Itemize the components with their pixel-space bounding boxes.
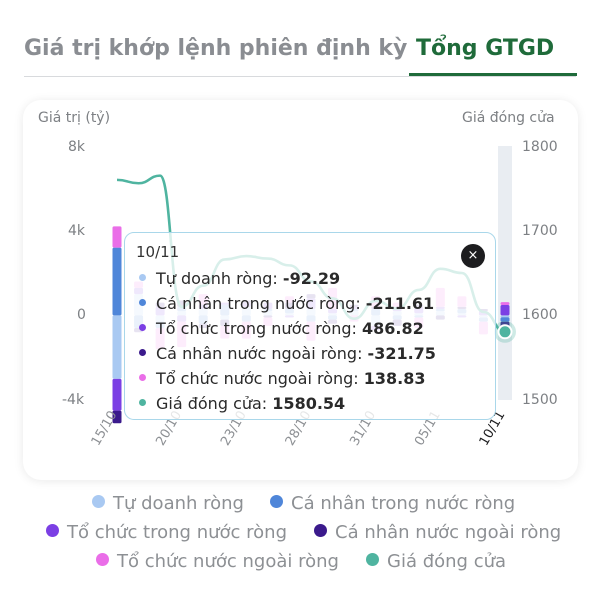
- tooltip-value: 1580.54: [272, 394, 346, 413]
- legend-dot-icon: [139, 274, 146, 281]
- legend-label: Tổ chức trong nước ròng: [67, 522, 287, 543]
- active-tab-indicator: [409, 73, 577, 76]
- legend-dot-icon: [139, 299, 146, 306]
- tooltip-value: -92.29: [282, 269, 341, 288]
- tooltip-label: Tổ chức trong nước ròng:: [156, 319, 357, 338]
- tooltip-date: 10/11: [136, 243, 180, 261]
- bar-segment: [112, 378, 122, 411]
- legend-label: Tự doanh ròng: [113, 493, 244, 514]
- tooltip-label: Cá nhân trong nước ròng:: [156, 294, 361, 313]
- legend-item[interactable]: Tự doanh ròng: [92, 493, 244, 514]
- tooltip-row: Tổ chức trong nước ròng: 486.82: [139, 319, 424, 338]
- legend-label: Giá đóng cửa: [387, 551, 507, 572]
- left-axis-title: Giá trị (tỷ): [38, 110, 111, 126]
- selected-point-marker: [497, 324, 513, 340]
- right-tick-label: 1800: [522, 139, 558, 155]
- legend-dot-icon: [139, 349, 146, 356]
- legend-dot-icon: [92, 495, 105, 508]
- legend-item[interactable]: Cá nhân trong nước ròng: [270, 493, 515, 514]
- legend-dot-icon: [270, 495, 283, 508]
- tooltip-row: Tự doanh ròng: -92.29: [139, 269, 340, 288]
- legend-label: Cá nhân trong nước ròng: [291, 493, 516, 514]
- bar-segment: [112, 226, 122, 248]
- tooltip-row: Cá nhân nước ngoài ròng: -321.75: [139, 344, 436, 363]
- bar-segment: [500, 302, 510, 306]
- legend-dot-icon: [139, 324, 146, 331]
- legend-dot-icon: [96, 553, 109, 566]
- tab-bar: Giá trị khớp lệnh phiên định kỳ Tổng GTG…: [24, 28, 577, 78]
- right-tick-label: 1700: [522, 223, 558, 239]
- left-tick-label: -4k: [62, 392, 85, 408]
- right-tick-label: 1600: [522, 307, 558, 323]
- tooltip-value: 138.83: [363, 369, 426, 388]
- bar-segment: [112, 315, 122, 379]
- tooltip-label: Giá đóng cửa:: [156, 394, 268, 413]
- tab-total-trading-value[interactable]: Tổng GTGD: [416, 36, 555, 61]
- right-tick-label: 1500: [522, 392, 558, 408]
- bar-segment: [112, 247, 122, 316]
- legend-label: Tổ chức nước ngoài ròng: [117, 551, 339, 572]
- tooltip-label: Tự doanh ròng:: [156, 269, 278, 288]
- legend-label: Cá nhân nước ngoài ròng: [335, 522, 562, 543]
- legend-item[interactable]: Cá nhân nước ngoài ròng: [314, 522, 561, 543]
- left-tick-label: 8k: [68, 139, 86, 155]
- right-axis-title: Giá đóng cửa: [462, 110, 555, 126]
- bar-segment: [500, 317, 510, 322]
- tooltip-close-button[interactable]: ×: [461, 244, 485, 268]
- tooltip-value: -211.61: [365, 294, 435, 313]
- tooltip-label: Tổ chức nước ngoài ròng:: [156, 369, 359, 388]
- tooltip-value: 486.82: [362, 319, 424, 338]
- tooltip-row: Tổ chức nước ngoài ròng: 138.83: [139, 369, 426, 388]
- legend-dot-icon: [366, 553, 379, 566]
- legend-dot-icon: [139, 374, 146, 381]
- tooltip-value: -321.75: [367, 344, 436, 363]
- tooltip-row: Giá đóng cửa: 1580.54: [139, 394, 345, 413]
- x-tick-label: 15/10: [89, 409, 121, 449]
- bar-segment: [500, 315, 510, 318]
- bar-segment: [500, 305, 510, 316]
- left-tick-label: 0: [77, 307, 86, 323]
- legend-dot-icon: [46, 524, 59, 537]
- legend-item[interactable]: Tổ chức nước ngoài ròng: [96, 551, 339, 572]
- left-tick-label: 4k: [68, 223, 86, 239]
- legend-dot-icon: [314, 524, 327, 537]
- legend-item[interactable]: Tổ chức trong nước ròng: [46, 522, 287, 543]
- bar-segment: [112, 410, 122, 424]
- tab-divider: [24, 76, 576, 77]
- legend-dot-icon: [139, 399, 146, 406]
- selected-day-highlight: [498, 146, 512, 400]
- tab-periodic-matched-value[interactable]: Giá trị khớp lệnh phiên định kỳ: [24, 36, 408, 61]
- legend-item[interactable]: Giá đóng cửa: [366, 551, 506, 572]
- tooltip-label: Cá nhân nước ngoài ròng:: [156, 344, 363, 363]
- tooltip-row: Cá nhân trong nước ròng: -211.61: [139, 294, 434, 313]
- tooltip: 10/11 × Tự doanh ròng: -92.29 Cá nhân tr…: [124, 232, 496, 420]
